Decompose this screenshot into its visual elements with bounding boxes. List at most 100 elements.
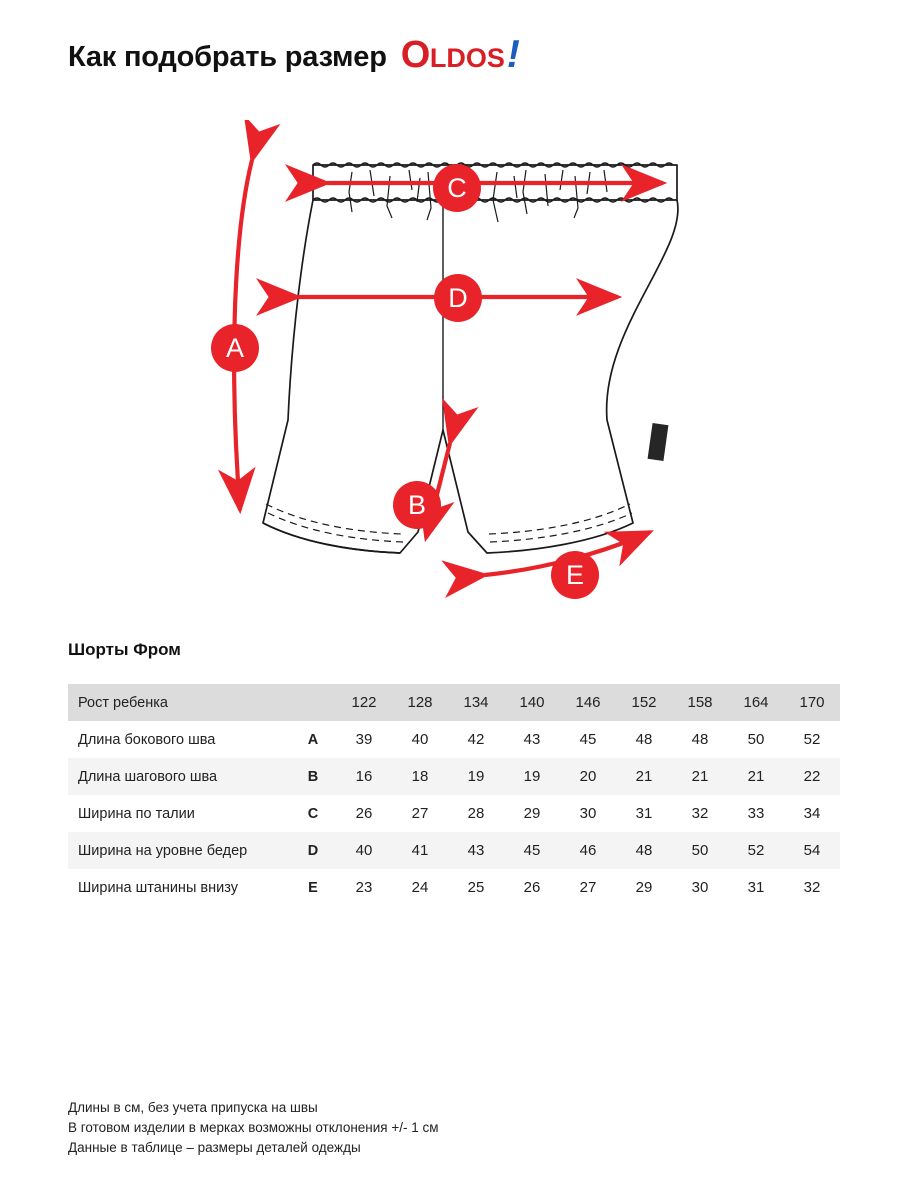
cell: 26 [355, 805, 373, 822]
footnotes: Длины в см, без учета припуска на швы В … [68, 1098, 439, 1158]
cell: 52 [747, 842, 765, 859]
row-letter: E [308, 879, 318, 896]
cell: 30 [579, 805, 597, 822]
cell: 40 [411, 731, 429, 748]
cell: 40 [355, 842, 373, 859]
logo-exclamation: ! [506, 33, 520, 76]
cell: 20 [579, 768, 597, 785]
header-size-146: 146 [575, 694, 601, 711]
marker-e: E [551, 551, 599, 599]
cell: 31 [747, 879, 765, 896]
cell: 27 [579, 879, 597, 896]
row-letter: D [307, 842, 319, 859]
size-table-head: Рост ребенка 122 128 134 140 146 152 158… [68, 684, 840, 721]
header-size-158: 158 [687, 694, 713, 711]
cell: 29 [523, 805, 541, 822]
cell: 50 [747, 731, 765, 748]
marker-d: D [434, 274, 482, 322]
cell: 21 [747, 768, 765, 785]
cell: 48 [635, 842, 653, 859]
cell: 52 [803, 731, 821, 748]
header-size-152: 152 [631, 694, 657, 711]
header-size-134: 134 [463, 694, 489, 711]
shorts-diagram: A B C D E [0, 120, 900, 620]
cell: 27 [411, 805, 429, 822]
cell: 46 [579, 842, 597, 859]
shorts-diagram-svg: A B C D E [211, 120, 679, 599]
table-header-row: Рост ребенка 122 128 134 140 146 152 158… [68, 684, 840, 721]
marker-badges: A B C D E [211, 164, 599, 599]
marker-d-label: D [448, 283, 468, 313]
cell: 16 [355, 768, 373, 785]
cell: 54 [803, 842, 821, 859]
row-label: Длина шагового шва [78, 768, 218, 785]
arrow-a [217, 120, 281, 515]
header-size-140: 140 [519, 694, 545, 711]
row-label: Ширина на уровне бедер [78, 842, 248, 859]
cell: 48 [635, 731, 653, 748]
logo-letter-o: O [400, 34, 431, 76]
header-label: Рост ребенка [78, 694, 168, 711]
marker-e-label: E [566, 560, 584, 590]
size-table-block: Шорты Фром Рост ребенка 122 128 134 140 … [68, 640, 840, 906]
cell: 21 [635, 768, 653, 785]
size-table-body: Длина бокового шва A 39 40 42 43 45 48 4… [68, 721, 840, 906]
cell: 39 [355, 731, 373, 748]
cell: 25 [467, 879, 485, 896]
marker-b-label: B [408, 490, 426, 520]
shorts-outline [262, 162, 679, 554]
header-size-128: 128 [407, 694, 433, 711]
header-size-164: 164 [743, 694, 769, 711]
cell: 29 [635, 879, 653, 896]
cell: 19 [467, 768, 485, 785]
cell: 48 [691, 731, 709, 748]
cell: 42 [467, 731, 485, 748]
header-size-170: 170 [799, 694, 825, 711]
cell: 19 [523, 768, 541, 785]
table-row: Ширина по талии C 26 27 28 29 30 31 32 3… [68, 795, 840, 832]
cell: 21 [691, 768, 709, 785]
table-row: Длина шагового шва B 16 18 19 19 20 21 2… [68, 758, 840, 795]
oldos-logo: O LDOS! [401, 35, 520, 74]
marker-a-label: A [226, 333, 244, 363]
marker-c: C [433, 164, 481, 212]
marker-a: A [211, 324, 259, 372]
cell: 24 [411, 879, 429, 896]
table-row: Ширина на уровне бедер D 40 41 43 45 46 … [68, 832, 840, 869]
row-label: Ширина по талии [78, 805, 195, 822]
header-letter [290, 684, 336, 721]
cell: 28 [467, 805, 485, 822]
footnote-line: Данные в таблице – размеры деталей одежд… [68, 1140, 361, 1155]
cell: 45 [523, 842, 541, 859]
cell: 33 [747, 805, 765, 822]
table-row: Длина бокового шва A 39 40 42 43 45 48 4… [68, 721, 840, 758]
cell: 23 [355, 879, 373, 896]
row-label: Длина бокового шва [78, 731, 216, 748]
cell: 43 [523, 731, 541, 748]
cell: 26 [523, 879, 541, 896]
footnote-line: Длины в см, без учета припуска на швы [68, 1100, 318, 1115]
cell: 18 [411, 768, 429, 785]
cell: 41 [411, 842, 429, 859]
row-letter: C [307, 805, 319, 822]
brand-label-tag [647, 423, 669, 461]
table-caption: Шорты Фром [68, 640, 181, 659]
marker-b: B [393, 481, 441, 529]
marker-c-label: C [447, 173, 467, 203]
cell: 32 [691, 805, 709, 822]
cell: 45 [579, 731, 597, 748]
footnote-line: В готовом изделии в мерках возможны откл… [68, 1120, 439, 1135]
size-table: Рост ребенка 122 128 134 140 146 152 158… [68, 684, 840, 906]
cell: 34 [803, 805, 821, 822]
cell: 32 [803, 879, 821, 896]
row-letter: A [307, 731, 319, 748]
header-size-122: 122 [351, 694, 377, 711]
cell: 31 [635, 805, 653, 822]
cell: 50 [691, 842, 709, 859]
row-letter: B [307, 768, 319, 785]
cell: 22 [803, 768, 821, 785]
page-title: Как подобрать размер [68, 41, 387, 73]
row-label: Ширина штанины внизу [78, 879, 238, 896]
table-row: Ширина штанины внизу E 23 24 25 26 27 29… [68, 869, 840, 906]
cell: 30 [691, 879, 709, 896]
